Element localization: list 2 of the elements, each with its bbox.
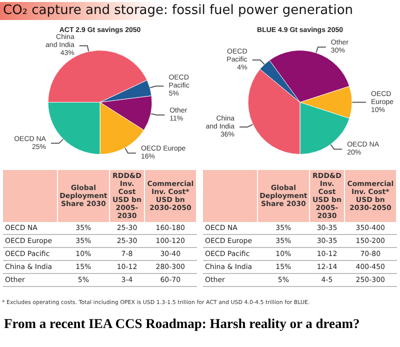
chart-title: CO₂ capture and storage: fossil fuel power generation	[0, 2, 400, 20]
text: From a recent IEA CCS Roadmap: Harsh reality or a dream?	[4, 316, 360, 332]
